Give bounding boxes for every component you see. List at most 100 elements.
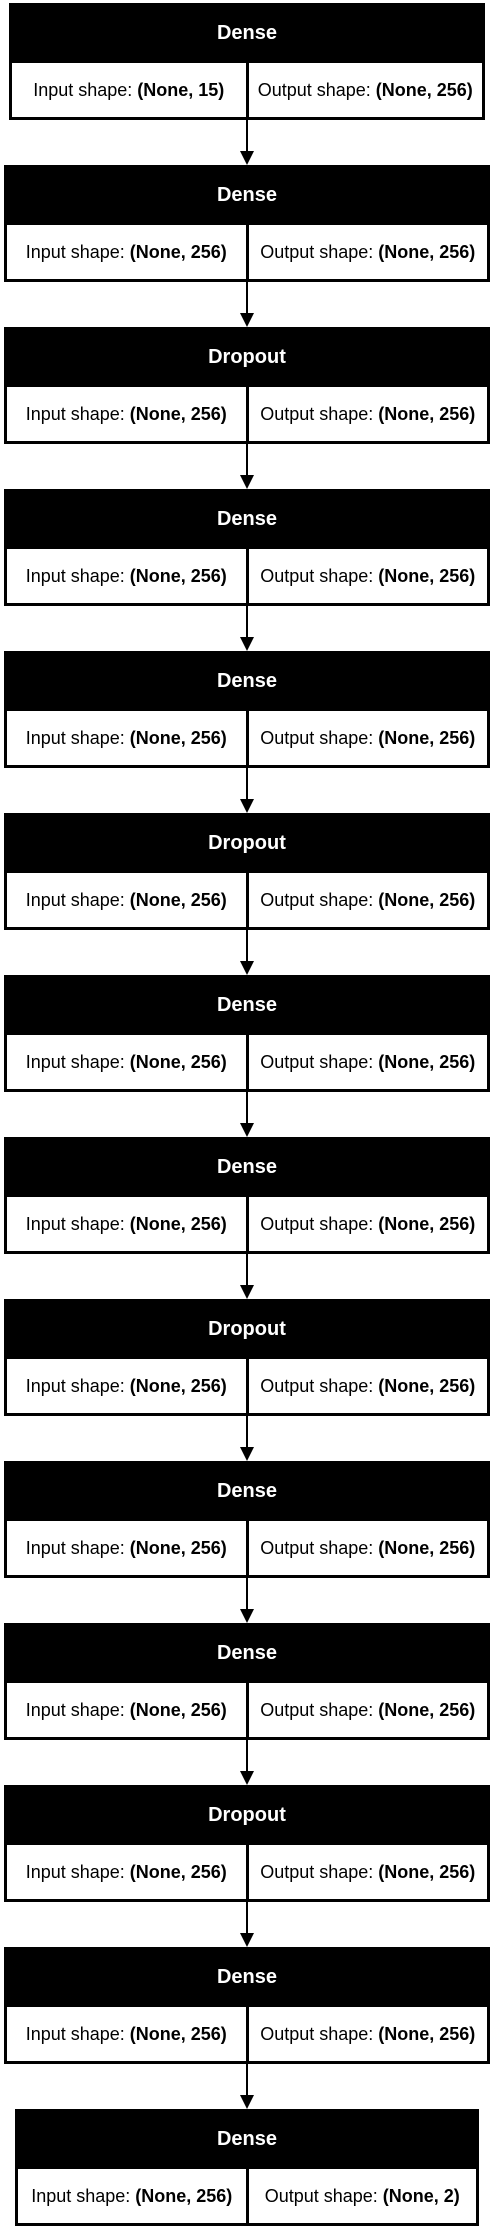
output-shape-label: Output shape: — [260, 1861, 374, 1882]
arrow-shaft — [246, 606, 248, 637]
input-shape-label: Input shape: — [25, 403, 125, 424]
arrow-head-icon — [240, 1771, 254, 1785]
output-shape-value: (None, 256) — [375, 79, 473, 100]
input-shape-value: (None, 256) — [129, 1051, 227, 1072]
shape-row: Input shape: (None, 256) Output shape: (Non… — [7, 1680, 487, 1737]
input-shape-cell: Input shape: (None, 256) — [7, 387, 246, 441]
arrow-head-icon — [240, 1447, 254, 1461]
input-shape-cell: Input shape: (None, 256) — [7, 225, 246, 279]
input-shape-cell: Input shape: (None, 256) — [7, 1359, 246, 1413]
layer-name: Dense — [7, 1950, 487, 2004]
input-shape-label: Input shape: — [25, 565, 125, 586]
output-shape-label: Output shape: — [257, 79, 371, 100]
layer-node: Dense Input shape: (None, 256) Output shape… — [4, 165, 490, 282]
arrow-shaft — [246, 1416, 248, 1447]
output-shape-value: (None, 256) — [378, 1375, 476, 1396]
layer-node: Dropout Input shape: (None, 256) Output sha… — [4, 813, 490, 930]
shape-row: Input shape: (None, 256) Output shape: (Non… — [7, 1356, 487, 1413]
arrow-shaft — [246, 2064, 248, 2095]
layer-name: Dense — [7, 654, 487, 708]
arrow-head-icon — [240, 2095, 254, 2109]
input-shape-cell: Input shape: (None, 256) — [7, 549, 246, 603]
layer-node: Dense Input shape: (None, 256) Output shape… — [4, 975, 490, 1092]
input-shape-label: Input shape: — [25, 1375, 125, 1396]
input-shape-cell: Input shape: (None, 256) — [7, 711, 246, 765]
output-shape-value: (None, 256) — [378, 2023, 476, 2044]
layer-node: Dropout Input shape: (None, 256) Output sha… — [4, 327, 490, 444]
arrow-head-icon — [240, 475, 254, 489]
arrow-head-icon — [240, 1609, 254, 1623]
input-shape-label: Input shape: — [25, 889, 125, 910]
layer-name: Dense — [18, 2112, 476, 2166]
input-shape-cell: Input shape: (None, 256) — [7, 2007, 246, 2061]
output-shape-label: Output shape: — [260, 889, 374, 910]
arrow-shaft — [246, 930, 248, 961]
input-shape-label: Input shape: — [33, 79, 133, 100]
layer-name: Dense — [7, 1464, 487, 1518]
arrow-head-icon — [240, 151, 254, 165]
output-shape-value: (None, 256) — [378, 241, 476, 262]
input-shape-label: Input shape: — [31, 2185, 131, 2206]
layer-node: Dense Input shape: (None, 256) Output shape… — [4, 489, 490, 606]
output-shape-label: Output shape: — [260, 1213, 374, 1234]
input-shape-value: (None, 256) — [129, 1375, 227, 1396]
shape-row: Input shape: (None, 256) Output shape: (Non… — [7, 546, 487, 603]
input-shape-label: Input shape: — [25, 1537, 125, 1558]
input-shape-label: Input shape: — [25, 1051, 125, 1072]
arrow-shaft — [246, 282, 248, 313]
output-shape-label: Output shape: — [264, 2185, 378, 2206]
output-shape-label: Output shape: — [260, 403, 374, 424]
arrow-head-icon — [240, 1933, 254, 1947]
layer-name: Dense — [7, 978, 487, 1032]
input-shape-value: (None, 256) — [129, 241, 227, 262]
arrow-shaft — [246, 768, 248, 799]
output-shape-label: Output shape: — [260, 565, 374, 586]
input-shape-cell: Input shape: (None, 256) — [7, 1845, 246, 1899]
output-shape-cell: Output shape: (None, 256) — [245, 1035, 488, 1089]
input-shape-label: Input shape: — [25, 1861, 125, 1882]
output-shape-cell: Output shape: (None, 256) — [245, 1359, 488, 1413]
input-shape-label: Input shape: — [25, 1213, 125, 1234]
layer-name: Dropout — [7, 816, 487, 870]
shape-row: Input shape: (None, 256) Output shape: (Non… — [7, 2004, 487, 2061]
output-shape-cell: Output shape: (None, 256) — [245, 1683, 488, 1737]
layer-node: Dense Input shape: (None, 15) Output shape:… — [9, 3, 485, 120]
layer-node: Dropout Input shape: (None, 256) Output sha… — [4, 1785, 490, 1902]
layer-node: Dense Input shape: (None, 256) Output shape… — [15, 2109, 479, 2226]
output-shape-cell: Output shape: (None, 256) — [245, 1197, 488, 1251]
layer-node: Dropout Input shape: (None, 256) Output sha… — [4, 1299, 490, 1416]
layer-name: Dense — [12, 6, 482, 60]
shape-row: Input shape: (None, 256) Output shape: (Non… — [7, 1194, 487, 1251]
input-shape-value: (None, 256) — [129, 889, 227, 910]
shape-row: Input shape: (None, 256) Output shape: (Non… — [7, 1032, 487, 1089]
shape-row: Input shape: (None, 15) Output shape: (None… — [12, 60, 482, 117]
arrow-shaft — [246, 1092, 248, 1123]
shape-row: Input shape: (None, 256) Output shape: (Non… — [18, 2166, 476, 2223]
shape-row: Input shape: (None, 256) Output shape: (Non… — [7, 384, 487, 441]
shape-row: Input shape: (None, 256) Output shape: (Non… — [7, 1518, 487, 1575]
input-shape-label: Input shape: — [25, 727, 125, 748]
arrow-shaft — [246, 1578, 248, 1609]
arrow-shaft — [246, 1254, 248, 1285]
layer-name: Dense — [7, 1626, 487, 1680]
input-shape-cell: Input shape: (None, 256) — [7, 1683, 246, 1737]
layer-name: Dropout — [7, 1788, 487, 1842]
output-shape-cell: Output shape: (None, 256) — [245, 549, 488, 603]
shape-row: Input shape: (None, 256) Output shape: (Non… — [7, 708, 487, 765]
output-shape-cell: Output shape: (None, 256) — [245, 711, 488, 765]
input-shape-label: Input shape: — [25, 241, 125, 262]
shape-row: Input shape: (None, 256) Output shape: (Non… — [7, 222, 487, 279]
shape-row: Input shape: (None, 256) Output shape: (Non… — [7, 870, 487, 927]
output-shape-value: (None, 256) — [378, 403, 476, 424]
input-shape-cell: Input shape: (None, 15) — [12, 63, 246, 117]
layer-node: Dense Input shape: (None, 256) Output shape… — [4, 1947, 490, 2064]
output-shape-value: (None, 256) — [378, 1213, 476, 1234]
output-shape-value: (None, 256) — [378, 565, 476, 586]
output-shape-cell: Output shape: (None, 256) — [245, 1521, 488, 1575]
input-shape-label: Input shape: — [25, 1699, 125, 1720]
output-shape-value: (None, 256) — [378, 1699, 476, 1720]
layer-node: Dense Input shape: (None, 256) Output shape… — [4, 1461, 490, 1578]
shape-row: Input shape: (None, 256) Output shape: (Non… — [7, 1842, 487, 1899]
output-shape-label: Output shape: — [260, 2023, 374, 2044]
input-shape-value: (None, 256) — [129, 565, 227, 586]
